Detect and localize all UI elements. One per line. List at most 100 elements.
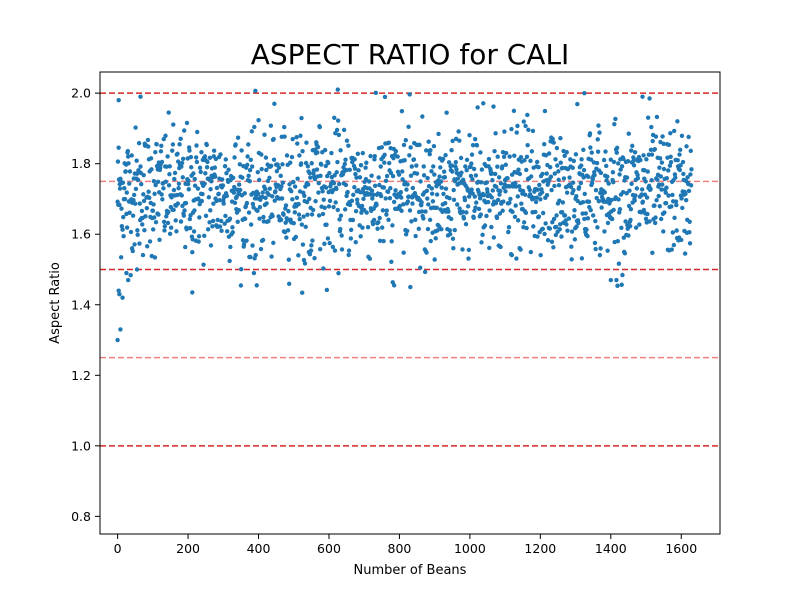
scatter-point bbox=[398, 195, 404, 200]
scatter-point bbox=[608, 157, 613, 162]
scatter-point bbox=[503, 150, 509, 156]
scatter-point bbox=[123, 169, 128, 174]
scatter-point bbox=[166, 209, 171, 215]
scatter-point bbox=[679, 237, 684, 243]
scatter-point bbox=[664, 175, 670, 181]
scatter-point bbox=[529, 149, 535, 154]
scatter-point bbox=[383, 178, 389, 183]
scatter-point bbox=[605, 248, 610, 253]
scatter-point bbox=[466, 194, 472, 199]
scatter-point bbox=[399, 208, 404, 214]
scatter-point bbox=[469, 161, 474, 166]
scatter-point bbox=[145, 137, 151, 143]
scatter-point bbox=[485, 189, 490, 195]
scatter-point bbox=[336, 270, 341, 276]
scatter-point bbox=[638, 157, 643, 163]
scatter-point bbox=[125, 154, 131, 159]
scatter-point bbox=[672, 128, 677, 134]
scatter-point bbox=[356, 168, 361, 173]
scatter-point bbox=[463, 164, 468, 169]
scatter-point bbox=[524, 154, 530, 160]
scatter-point bbox=[137, 241, 142, 246]
scatter-point bbox=[352, 166, 358, 171]
scatter-point bbox=[647, 96, 652, 101]
scatter-point bbox=[202, 233, 207, 238]
scatter-point bbox=[606, 181, 611, 186]
scatter-point bbox=[125, 277, 131, 283]
scatter-point bbox=[596, 198, 602, 204]
scatter-point bbox=[348, 236, 354, 241]
scatter-point bbox=[389, 259, 394, 264]
scatter-point bbox=[535, 187, 541, 192]
scatter-point bbox=[150, 227, 156, 232]
scatter-point bbox=[183, 244, 188, 250]
scatter-point bbox=[240, 175, 245, 180]
scatter-point bbox=[640, 94, 645, 99]
scatter-point bbox=[138, 164, 143, 169]
scatter-point bbox=[588, 157, 594, 162]
scatter-point bbox=[429, 186, 435, 191]
scatter-point bbox=[364, 210, 369, 215]
scatter-point bbox=[519, 201, 524, 206]
scatter-point bbox=[551, 140, 556, 145]
scatter-point bbox=[593, 246, 598, 252]
scatter-point bbox=[239, 266, 244, 272]
scatter-point bbox=[599, 205, 604, 210]
scatter-point bbox=[141, 172, 146, 178]
scatter-point bbox=[603, 199, 609, 205]
scatter-point bbox=[143, 214, 148, 219]
scatter-point bbox=[247, 179, 252, 184]
scatter-point bbox=[242, 191, 247, 196]
scatter-point bbox=[572, 208, 577, 213]
scatter-point bbox=[280, 180, 286, 185]
scatter-point bbox=[332, 248, 338, 253]
scatter-point bbox=[545, 238, 551, 243]
scatter-point bbox=[373, 90, 379, 95]
scatter-point bbox=[202, 181, 207, 186]
scatter-point bbox=[654, 197, 659, 203]
scatter-point bbox=[204, 142, 209, 148]
scatter-point bbox=[177, 142, 182, 147]
scatter-point bbox=[263, 155, 269, 160]
scatter-point bbox=[559, 234, 564, 239]
scatter-point bbox=[353, 240, 358, 245]
scatter-point bbox=[302, 193, 307, 199]
scatter-point bbox=[363, 177, 369, 182]
scatter-point bbox=[615, 239, 621, 244]
scatter-point bbox=[271, 240, 276, 246]
scatter-point bbox=[634, 186, 640, 191]
scatter-point bbox=[116, 98, 121, 103]
scatter-point bbox=[454, 167, 459, 172]
scatter-point bbox=[568, 184, 574, 190]
scatter-point bbox=[413, 233, 418, 239]
scatter-point bbox=[666, 193, 671, 198]
scatter-point bbox=[335, 207, 340, 213]
scatter-point bbox=[583, 211, 588, 216]
scatter-point bbox=[668, 154, 673, 159]
scatter-point bbox=[205, 159, 210, 165]
scatter-point bbox=[352, 185, 357, 190]
scatter-point bbox=[283, 203, 289, 208]
scatter-point bbox=[487, 208, 492, 213]
scatter-point bbox=[439, 185, 444, 190]
scatter-point bbox=[224, 170, 229, 176]
scatter-point bbox=[228, 244, 233, 250]
scatter-point bbox=[179, 193, 184, 198]
scatter-point bbox=[551, 245, 556, 250]
scatter-point bbox=[201, 262, 206, 267]
scatter-point bbox=[227, 258, 232, 264]
scatter-point bbox=[299, 115, 304, 121]
scatter-point bbox=[191, 229, 197, 234]
scatter-point bbox=[264, 167, 269, 173]
scatter-point bbox=[605, 174, 610, 179]
scatter-point bbox=[259, 152, 264, 157]
scatter-point bbox=[274, 168, 280, 174]
scatter-point bbox=[189, 165, 194, 170]
scatter-point bbox=[325, 236, 331, 241]
scatter-point bbox=[673, 199, 679, 204]
scatter-point bbox=[207, 220, 212, 225]
scatter-point bbox=[534, 195, 540, 200]
scatter-point bbox=[121, 214, 126, 220]
scatter-point bbox=[144, 205, 150, 211]
scatter-point bbox=[278, 173, 283, 179]
